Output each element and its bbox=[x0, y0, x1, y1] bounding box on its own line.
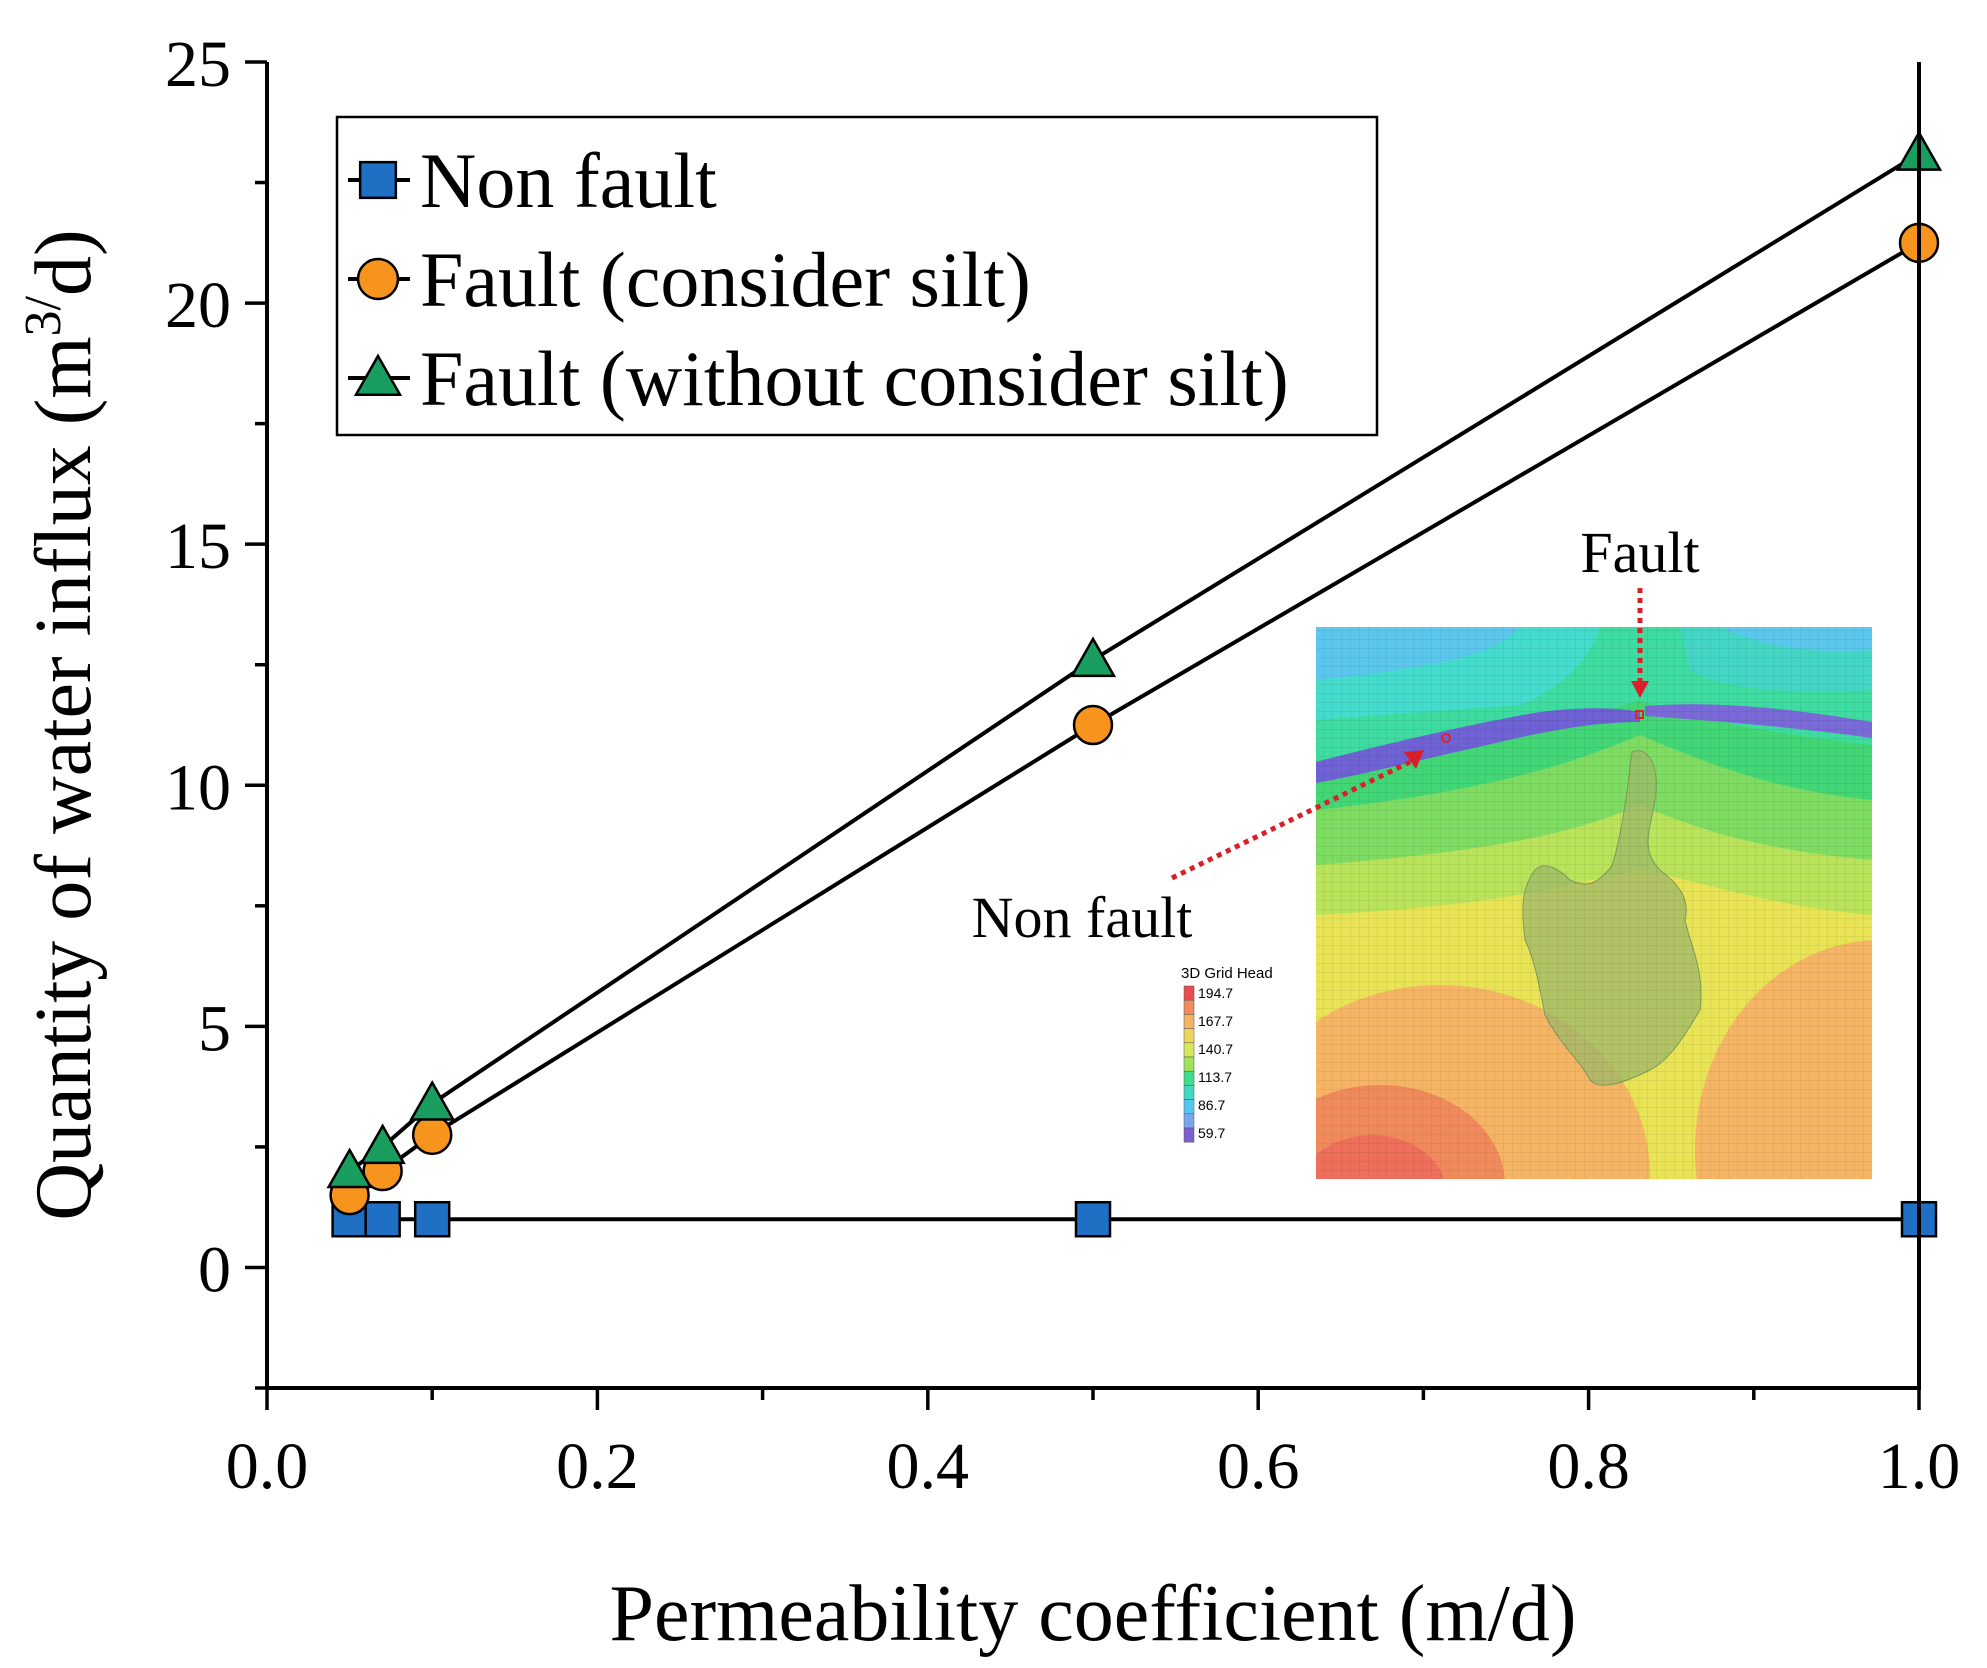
legend-box bbox=[335, 115, 1379, 437]
inset-legend-level: 113.7 bbox=[1198, 1069, 1232, 1085]
y-tick-label: 10 bbox=[165, 751, 231, 824]
inset-colorbar-band bbox=[1183, 1028, 1195, 1044]
y-tick-label: 15 bbox=[165, 510, 231, 583]
axes: 0.0 0.2 0.4 0.6 0.8 1.0 0 5 10 15 20 25 bbox=[165, 28, 1960, 1503]
legend: Non fault Fault (consider silt) Fault (wit… bbox=[335, 115, 1379, 437]
inset-colorbar-band bbox=[1183, 1070, 1195, 1086]
inset-legend-level: 167.7 bbox=[1198, 1013, 1233, 1029]
data-point-series-3 bbox=[359, 1123, 406, 1165]
legend-marker-2 bbox=[356, 257, 400, 301]
data-point-series-3 bbox=[326, 1147, 373, 1189]
inset-legend-level: 140.7 bbox=[1198, 1041, 1233, 1057]
x-tick-label: 0.6 bbox=[1217, 1430, 1300, 1503]
inset-colorbar-band bbox=[1183, 1056, 1195, 1072]
y-axis-label: Quantity of water influx (m3/d) bbox=[15, 229, 108, 1220]
y-tick-label: 5 bbox=[198, 992, 231, 1065]
inset-colorbar-band bbox=[1183, 985, 1195, 1001]
annotation-nonfault-arrowhead bbox=[1404, 750, 1424, 769]
legend-label-2: Fault (consider silt) bbox=[420, 236, 1031, 323]
inset-legend-level: 194.7 bbox=[1198, 985, 1233, 1001]
inset-legend: 3D Grid Head 194.7 167.7 140.7 113.7 86.7 59.7 bbox=[1181, 965, 1273, 1143]
inset-colorbar-band bbox=[1183, 1127, 1195, 1143]
data-point-series-3 bbox=[409, 1079, 456, 1121]
legend-label-3: Fault (without consider silt) bbox=[420, 335, 1289, 422]
data-point-series-1 bbox=[364, 1200, 401, 1238]
x-tick-label: 0.0 bbox=[226, 1430, 309, 1503]
inset-legend-level: 86.7 bbox=[1198, 1097, 1225, 1113]
data-point-series-1 bbox=[1074, 1200, 1112, 1238]
inset-colorbar-band bbox=[1183, 1085, 1195, 1100]
inset-legend-title: 3D Grid Head bbox=[1181, 965, 1273, 982]
data-point-series-3 bbox=[1069, 636, 1117, 678]
x-tick-label: 0.4 bbox=[887, 1430, 970, 1503]
inset-colorbar-band bbox=[1183, 999, 1195, 1015]
legend-label-1: Non fault bbox=[420, 137, 717, 224]
x-tick-label: 0.8 bbox=[1547, 1430, 1630, 1503]
data-point-series-2 bbox=[411, 1114, 453, 1156]
x-tick-label: 0.2 bbox=[556, 1430, 639, 1503]
annotation-nonfault-label: Non fault bbox=[972, 885, 1193, 950]
inset-colorbar-band bbox=[1183, 1042, 1195, 1058]
y-tick-label: 0 bbox=[198, 1233, 231, 1306]
annotation-nonfault-arrow bbox=[1170, 759, 1412, 881]
inset-colorbar-band bbox=[1183, 1113, 1195, 1129]
y-tick-label: 20 bbox=[165, 269, 231, 342]
annotation-fault-label: Fault bbox=[1580, 520, 1699, 585]
inset-colorbar-band bbox=[1183, 1014, 1195, 1029]
y-tick-label: 25 bbox=[165, 28, 231, 101]
inset-legend-level: 59.7 bbox=[1198, 1125, 1225, 1141]
inset-colorbar-band bbox=[1183, 1099, 1195, 1115]
data-point-series-1 bbox=[413, 1200, 451, 1238]
x-axis-label: Permeability coefficient (m/d) bbox=[609, 1570, 1576, 1658]
legend-marker-1 bbox=[358, 160, 398, 200]
inset-contour-map bbox=[1316, 627, 1872, 1179]
inset-annotations: Fault Non fault bbox=[972, 520, 1700, 950]
data-point-series-2 bbox=[1072, 704, 1114, 746]
x-tick-label: 1.0 bbox=[1878, 1430, 1961, 1503]
legend-marker-3 bbox=[353, 353, 403, 397]
annotation-fault-arrowhead bbox=[1631, 681, 1649, 698]
